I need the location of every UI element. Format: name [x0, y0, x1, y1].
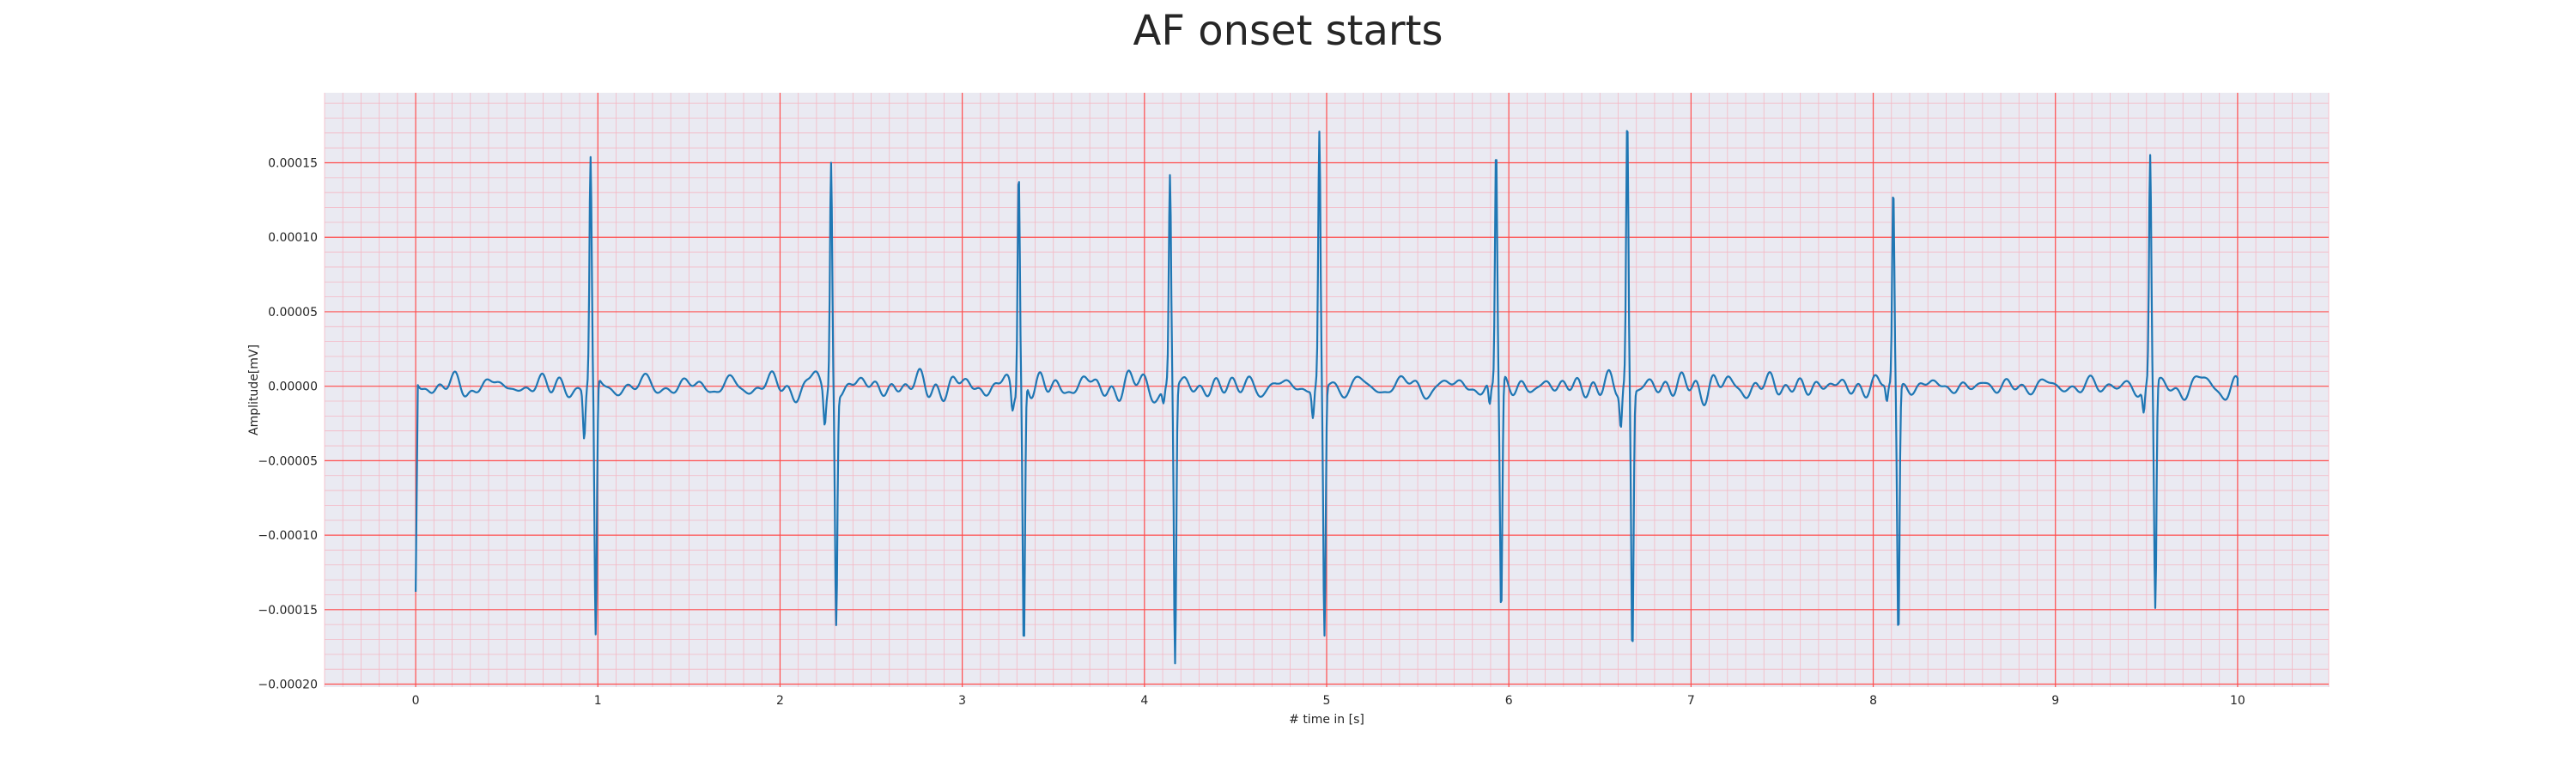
x-tick-label: 10	[2230, 694, 2245, 708]
chart-title: AF onset starts	[1133, 7, 1443, 55]
x-tick-label: 7	[1687, 694, 1695, 708]
y-tick-label: 0.00010	[268, 231, 318, 245]
series-group	[415, 130, 2239, 665]
x-tick-label: 6	[1505, 694, 1513, 708]
x-tick-label: 5	[1323, 694, 1331, 708]
ecg-series-line	[415, 130, 2239, 665]
x-axis-ticks: 0 1 2 3 4 5 6 7 8 9 10	[412, 694, 2245, 708]
major-grid	[325, 93, 2329, 687]
x-tick-label: 4	[1140, 694, 1148, 708]
x-tick-label: 9	[2051, 694, 2059, 708]
y-tick-label: −0.00010	[258, 529, 318, 543]
x-tick-label: 8	[1869, 694, 1877, 708]
y-axis-label: Amplitude[mV]	[247, 344, 261, 435]
x-tick-label: 0	[412, 694, 420, 708]
y-tick-label: 0.00015	[268, 157, 318, 171]
x-axis-label: # time in [s]	[1289, 713, 1364, 727]
y-tick-label: 0.00000	[268, 380, 318, 394]
y-tick-label: −0.00015	[258, 604, 318, 618]
x-tick-label: 3	[958, 694, 966, 708]
y-tick-label: 0.00005	[268, 306, 318, 320]
y-tick-label: −0.00005	[258, 454, 318, 468]
y-axis-ticks: 0.00015 0.00010 0.00005 0.00000 −0.00005 −0.0…	[258, 157, 318, 692]
x-tick-label: 1	[594, 694, 602, 708]
x-tick-label: 2	[776, 694, 784, 708]
y-tick-label: −0.00020	[258, 679, 318, 692]
